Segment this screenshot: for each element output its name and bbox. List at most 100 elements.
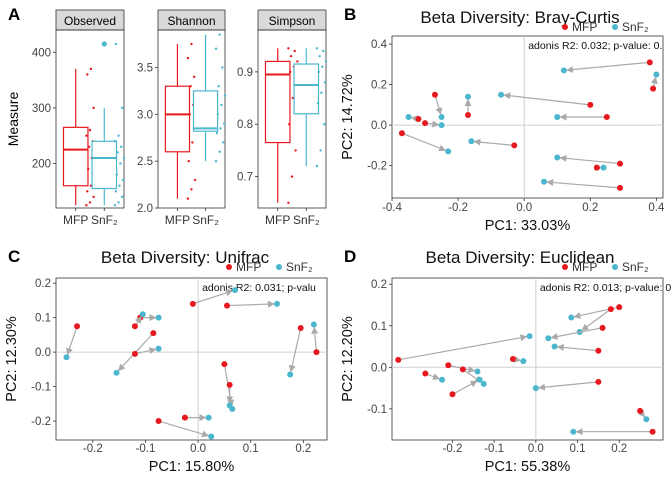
pair-arrow [192, 289, 233, 305]
jitter-point [86, 73, 89, 76]
jitter-point [221, 66, 224, 69]
jitter-point [319, 149, 322, 152]
box-snf2 [91, 41, 126, 207]
point-snf2 [554, 154, 561, 161]
x-tick-label: 0.2 [582, 202, 598, 214]
sample-pair [468, 138, 518, 149]
box-body [164, 85, 191, 153]
pair-arrow [503, 92, 591, 106]
jitter-point [86, 167, 90, 171]
jitter-point [293, 49, 296, 53]
facet-simpson: Simpson 0.7 0.8 0.9 MFP SnF₂ [237, 9, 328, 227]
jitter-point [186, 56, 190, 60]
x-tick-label: 0.1 [570, 443, 586, 455]
y-tick-label: 0.1 [35, 313, 51, 325]
legend-label-snf2: SnF₂ [622, 260, 649, 274]
jitter-point [321, 65, 324, 68]
sample-pair [541, 178, 624, 191]
sample-pair [131, 345, 162, 357]
jitter-point [222, 141, 225, 144]
jitter-point [289, 54, 293, 58]
point-snf2 [474, 368, 481, 375]
annotation: adonis R2: 0.031; p-valu [202, 282, 316, 294]
chart-title: Beta Diversity: Unifrac [101, 248, 270, 267]
legend-marker-mfp [562, 264, 568, 270]
x-tick-label: -0.2 [443, 443, 463, 455]
pair-arrow [546, 179, 621, 189]
y-axis-title: PC2: 12.20% [340, 316, 356, 402]
jitter-point [114, 190, 118, 193]
jitter-point [114, 42, 118, 46]
pair-arrow [401, 132, 447, 152]
sample-pair [650, 71, 660, 92]
y-tick-label: -0.1 [31, 382, 51, 394]
jitter-point [89, 67, 93, 71]
legend-marker-snf2 [612, 264, 618, 270]
y-tick-label: 0.2 [35, 278, 51, 290]
legend-marker-snf2 [612, 24, 618, 30]
point-mfp [599, 324, 606, 331]
sample-pair [63, 323, 81, 361]
y-tick-label: 3.0 [137, 109, 153, 121]
point-snf2 [545, 335, 552, 342]
box-body [293, 63, 320, 115]
pair-arrow [550, 327, 603, 340]
x-tick-label: -0.2 [448, 202, 468, 214]
point-snf2 [653, 71, 660, 78]
jitter-point [287, 47, 290, 50]
jitter-point [186, 197, 190, 200]
sample-pair [560, 59, 653, 74]
sample-pair [155, 418, 215, 440]
jitter-point [214, 47, 218, 50]
panel-label-a: A [8, 5, 20, 24]
jitter-point [192, 75, 196, 79]
point-snf2 [287, 371, 294, 378]
point-snf2 [468, 138, 475, 145]
sample-pair [449, 376, 483, 398]
point-mfp [398, 130, 405, 137]
point-mfp [297, 324, 304, 331]
point-mfp [637, 407, 644, 414]
point-snf2 [445, 148, 452, 155]
y-tick-label: 0.0 [35, 347, 51, 359]
jitter-point [294, 149, 297, 152]
facet-title: Simpson [269, 14, 316, 28]
legend-marker-mfp [226, 264, 232, 270]
point-snf2 [63, 354, 70, 361]
y-tick-label: -0.1 [367, 404, 387, 416]
point-mfp [131, 350, 138, 357]
y-tick-label: 0.2 [371, 80, 387, 92]
point-mfp [395, 356, 402, 363]
pair-arrow [434, 94, 443, 115]
sample-pair [226, 381, 234, 409]
y-tick-label: 0.2 [371, 279, 387, 291]
point-snf2 [526, 333, 533, 340]
x-tick-label: 0.4 [648, 202, 665, 214]
point-mfp [646, 59, 653, 66]
x-tick-label: 0.0 [190, 443, 206, 455]
y-tick-label: 3.5 [137, 62, 153, 74]
point-snf2 [520, 358, 527, 365]
jitter-point [296, 60, 299, 63]
jitter-point [288, 123, 291, 126]
x-tick-label: 0.0 [516, 202, 532, 214]
jitter-point [216, 113, 220, 116]
point-snf2 [231, 287, 238, 294]
pair-arrow [556, 343, 599, 352]
y-tick-label: 2.0 [137, 203, 153, 215]
sample-pair [570, 428, 656, 436]
jitter-point [218, 150, 221, 153]
pair-arrow [538, 381, 599, 391]
point-mfp [617, 184, 624, 191]
legend: MFP SnF₂ [226, 260, 313, 274]
y-tick-label: 400 [32, 47, 51, 59]
y-axis-title: PC2: 14.72% [340, 74, 356, 160]
x-tick-label: 0.2 [611, 443, 627, 455]
jitter-point [223, 94, 227, 97]
x-tick-label: 0.1 [243, 443, 259, 455]
jitter-point [115, 173, 118, 176]
pair-arrow [134, 347, 157, 355]
pair-arrow [581, 308, 612, 331]
panel-label-b: B [344, 5, 356, 24]
point-mfp [224, 302, 231, 309]
